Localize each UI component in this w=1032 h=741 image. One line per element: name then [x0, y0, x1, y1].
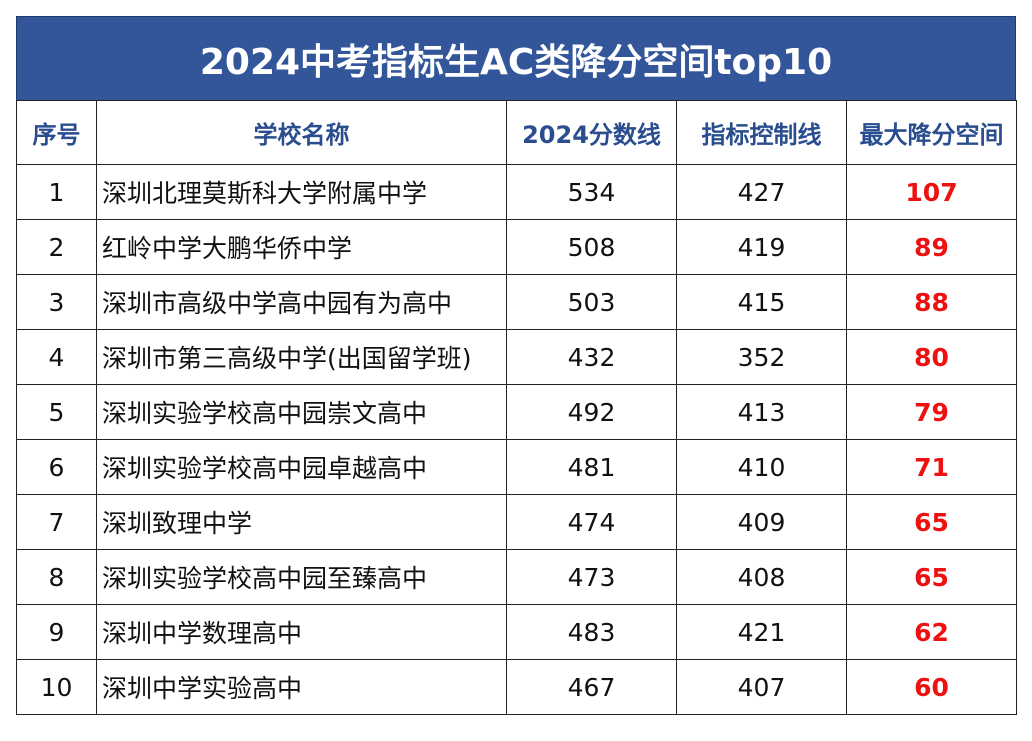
- cell-school-name: 深圳市高级中学高中园有为高中: [96, 274, 507, 330]
- cell-quota-line: 409: [676, 494, 847, 550]
- cell-school-name: 深圳致理中学: [96, 494, 507, 550]
- cell-school-name: 深圳北理莫斯科大学附属中学: [96, 164, 507, 220]
- cell-quota-line: 419: [676, 219, 847, 275]
- header-row: 序号 学校名称 2024分数线 指标控制线 最大降分空间: [16, 100, 1017, 165]
- header-school: 学校名称: [96, 100, 507, 165]
- table-row: 4 深圳市第三高级中学(出国留学班) 432 352 80: [16, 329, 1017, 385]
- cell-score-2024: 503: [506, 274, 677, 330]
- cell-quota-line: 410: [676, 439, 847, 495]
- header-score-2024: 2024分数线: [506, 100, 677, 165]
- ranking-table: 序号 学校名称 2024分数线 指标控制线 最大降分空间 1 深圳北理莫斯科大学附…: [16, 100, 1017, 715]
- cell-school-name: 深圳市第三高级中学(出国留学班): [96, 329, 507, 385]
- cell-index: 5: [16, 384, 97, 440]
- table-body: 1 深圳北理莫斯科大学附属中学 534 427 107 2 红岭中学大鹏华侨中学 508 419…: [16, 164, 1017, 715]
- table-row: 1 深圳北理莫斯科大学附属中学 534 427 107: [16, 164, 1017, 220]
- cell-index: 1: [16, 164, 97, 220]
- header-max-drop: 最大降分空间: [846, 100, 1017, 165]
- table-row: 6 深圳实验学校高中园卓越高中 481 410 71: [16, 439, 1017, 495]
- cell-index: 9: [16, 604, 97, 660]
- cell-score-2024: 483: [506, 604, 677, 660]
- cell-score-2024: 481: [506, 439, 677, 495]
- cell-index: 7: [16, 494, 97, 550]
- cell-max-drop: 88: [846, 274, 1017, 330]
- cell-score-2024: 432: [506, 329, 677, 385]
- table-row: 9 深圳中学数理高中 483 421 62: [16, 604, 1017, 660]
- cell-quota-line: 408: [676, 549, 847, 605]
- cell-index: 3: [16, 274, 97, 330]
- cell-index: 10: [16, 659, 97, 715]
- cell-score-2024: 474: [506, 494, 677, 550]
- cell-max-drop: 89: [846, 219, 1017, 275]
- cell-max-drop: 60: [846, 659, 1017, 715]
- cell-quota-line: 421: [676, 604, 847, 660]
- cell-quota-line: 407: [676, 659, 847, 715]
- cell-quota-line: 415: [676, 274, 847, 330]
- table-row: 2 红岭中学大鹏华侨中学 508 419 89: [16, 219, 1017, 275]
- cell-school-name: 深圳实验学校高中园崇文高中: [96, 384, 507, 440]
- cell-school-name: 深圳中学数理高中: [96, 604, 507, 660]
- cell-quota-line: 413: [676, 384, 847, 440]
- header-quota-line: 指标控制线: [676, 100, 847, 165]
- cell-index: 8: [16, 549, 97, 605]
- table-row: 8 深圳实验学校高中园至臻高中 473 408 65: [16, 549, 1017, 605]
- cell-score-2024: 473: [506, 549, 677, 605]
- cell-max-drop: 79: [846, 384, 1017, 440]
- cell-max-drop: 62: [846, 604, 1017, 660]
- table-row: 3 深圳市高级中学高中园有为高中 503 415 88: [16, 274, 1017, 330]
- cell-score-2024: 508: [506, 219, 677, 275]
- cell-max-drop: 80: [846, 329, 1017, 385]
- cell-max-drop: 71: [846, 439, 1017, 495]
- cell-school-name: 深圳实验学校高中园至臻高中: [96, 549, 507, 605]
- cell-score-2024: 492: [506, 384, 677, 440]
- cell-index: 2: [16, 219, 97, 275]
- cell-max-drop: 107: [846, 164, 1017, 220]
- cell-school-name: 红岭中学大鹏华侨中学: [96, 219, 507, 275]
- table-title: 2024中考指标生AC类降分空间top10: [16, 16, 1016, 100]
- table-row: 7 深圳致理中学 474 409 65: [16, 494, 1017, 550]
- cell-index: 4: [16, 329, 97, 385]
- cell-score-2024: 534: [506, 164, 677, 220]
- cell-max-drop: 65: [846, 549, 1017, 605]
- cell-quota-line: 427: [676, 164, 847, 220]
- cell-score-2024: 467: [506, 659, 677, 715]
- ranking-table-container: 2024中考指标生AC类降分空间top10 序号 学校名称 2024分数线 指标…: [16, 16, 1017, 715]
- header-index: 序号: [16, 100, 97, 165]
- table-row: 5 深圳实验学校高中园崇文高中 492 413 79: [16, 384, 1017, 440]
- cell-quota-line: 352: [676, 329, 847, 385]
- cell-school-name: 深圳实验学校高中园卓越高中: [96, 439, 507, 495]
- cell-school-name: 深圳中学实验高中: [96, 659, 507, 715]
- table-row: 10 深圳中学实验高中 467 407 60: [16, 659, 1017, 715]
- cell-max-drop: 65: [846, 494, 1017, 550]
- cell-index: 6: [16, 439, 97, 495]
